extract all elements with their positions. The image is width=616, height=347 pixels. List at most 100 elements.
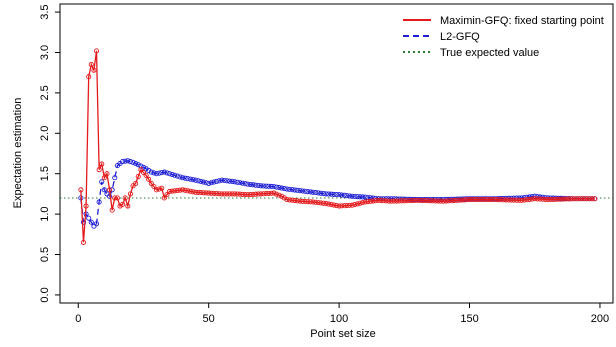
data-point-maximin <box>550 196 556 202</box>
data-point-maximin <box>323 201 329 207</box>
data-point-maximin <box>495 197 501 203</box>
data-point-maximin <box>148 180 154 186</box>
data-point-l2 <box>255 182 261 189</box>
data-point-maximin <box>576 196 582 202</box>
data-point-maximin <box>159 185 165 191</box>
data-point-maximin <box>101 175 107 181</box>
data-point-maximin <box>529 196 535 202</box>
data-point-maximin <box>409 197 415 204</box>
data-point-l2 <box>307 189 313 195</box>
data-point-maximin <box>273 191 280 197</box>
data-point-l2 <box>237 180 243 186</box>
data-point-maximin <box>305 199 311 205</box>
data-point-maximin <box>86 74 92 80</box>
data-point-l2 <box>180 175 186 181</box>
data-point-maximin <box>555 196 561 202</box>
data-point-l2 <box>352 193 358 200</box>
data-point-l2 <box>122 158 128 164</box>
data-point-maximin <box>284 197 290 203</box>
data-point-maximin <box>211 190 217 196</box>
data-point-maximin <box>524 197 530 203</box>
data-point-l2 <box>357 194 363 200</box>
data-point-maximin <box>414 197 420 203</box>
data-point-l2 <box>80 219 87 225</box>
data-point-l2 <box>253 182 259 188</box>
data-point-maximin <box>485 197 491 203</box>
data-point-l2 <box>362 194 368 200</box>
data-point-l2 <box>268 183 274 190</box>
data-point-l2 <box>326 191 332 197</box>
data-point-l2 <box>112 175 118 181</box>
data-point-maximin <box>589 196 595 202</box>
data-point-maximin <box>221 191 227 197</box>
data-point-maximin <box>297 198 303 204</box>
data-point-l2 <box>339 192 345 198</box>
data-point-l2 <box>294 187 300 193</box>
data-point-l2 <box>300 188 306 194</box>
data-point-maximin <box>545 197 551 203</box>
data-point-l2 <box>88 219 94 225</box>
data-point-maximin <box>266 190 272 196</box>
series-line-maximin <box>80 50 595 243</box>
data-point-maximin <box>404 198 410 204</box>
data-point-maximin <box>370 198 376 204</box>
data-point-maximin <box>320 200 327 206</box>
data-point-l2 <box>273 184 280 190</box>
data-point-l2 <box>195 178 201 184</box>
data-point-maximin <box>558 196 564 202</box>
data-point-maximin <box>383 198 389 204</box>
x-tick-label: 0 <box>75 313 81 325</box>
data-point-maximin <box>420 197 426 204</box>
y-tick-label: 0.5 <box>39 247 51 262</box>
data-point-maximin <box>451 197 457 204</box>
data-point-l2 <box>169 171 175 178</box>
data-point-maximin <box>534 196 540 202</box>
data-point-maximin <box>503 197 509 203</box>
data-point-l2 <box>297 188 303 194</box>
y-tick-label: 3.5 <box>39 4 51 19</box>
data-point-maximin <box>477 197 483 203</box>
data-point-maximin <box>352 202 358 208</box>
data-point-maximin <box>83 203 89 209</box>
data-point-maximin <box>425 198 431 204</box>
data-point-maximin <box>399 198 405 204</box>
data-point-maximin <box>341 203 347 209</box>
data-point-maximin <box>114 195 120 201</box>
data-point-maximin <box>315 200 321 206</box>
data-point-l2 <box>125 158 131 164</box>
data-point-l2 <box>187 176 193 182</box>
data-point-maximin <box>164 192 170 198</box>
data-point-l2 <box>279 185 285 191</box>
data-point-maximin <box>263 191 269 197</box>
data-point-maximin <box>318 200 324 206</box>
data-point-l2 <box>211 179 217 185</box>
data-point-maximin <box>146 176 152 182</box>
data-point-maximin <box>255 191 261 197</box>
plot-frame <box>59 3 614 304</box>
data-point-maximin <box>521 197 527 203</box>
data-point-l2 <box>216 178 222 184</box>
data-point-l2 <box>96 199 102 205</box>
data-point-maximin <box>537 196 543 202</box>
data-point-maximin <box>276 192 282 198</box>
data-point-maximin <box>412 197 418 203</box>
data-point-maximin <box>433 198 439 204</box>
data-point-maximin <box>247 191 253 198</box>
data-point-l2 <box>93 221 100 227</box>
data-point-maximin <box>99 161 105 167</box>
data-point-maximin <box>292 197 298 204</box>
y-axis-label: Expectation estimation <box>12 98 24 209</box>
data-point-l2 <box>206 180 212 186</box>
data-point-maximin <box>80 239 87 245</box>
data-point-l2 <box>104 191 110 197</box>
data-point-maximin <box>508 197 514 203</box>
data-point-maximin <box>584 196 590 202</box>
legend-label-true-value: True expected value <box>440 47 539 59</box>
data-point-maximin <box>461 197 467 203</box>
data-point-l2 <box>99 179 105 185</box>
data-point-maximin <box>453 197 460 203</box>
data-point-maximin <box>125 203 131 209</box>
data-point-l2 <box>219 177 225 183</box>
data-point-maximin <box>294 198 300 204</box>
data-point-l2 <box>161 169 167 175</box>
